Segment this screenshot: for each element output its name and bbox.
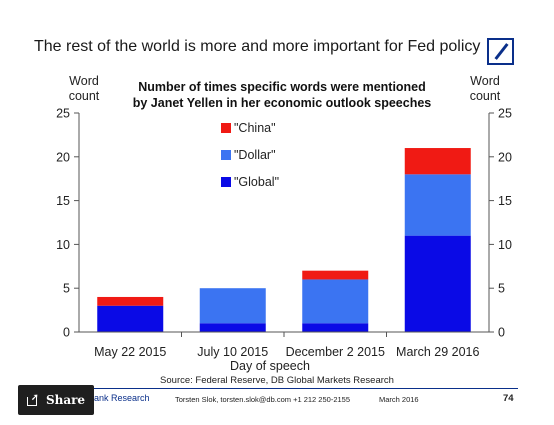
y-tick-label-right-15: 15: [498, 194, 512, 208]
deutsche-bank-logo-icon: [487, 38, 514, 65]
y-tick-label-left-5: 5: [63, 282, 70, 296]
footer-department: Bank Research: [88, 393, 150, 403]
chart-title-line-2: by Janet Yellen in her economic outlook …: [132, 96, 432, 110]
x-tick-label-1: May 22 2015: [94, 345, 166, 359]
bar-china-3: [302, 270, 369, 280]
legend-swatch-dollar: [221, 150, 231, 160]
y-tick-label-left-10: 10: [56, 238, 70, 252]
y-tick-label-right-25: 25: [498, 107, 512, 121]
legend-swatch-global: [221, 177, 231, 187]
bar-global-1: [97, 305, 164, 332]
legend-label-global: "Global": [234, 175, 280, 189]
bar-global-2: [199, 323, 266, 332]
bar-global-3: [302, 323, 369, 332]
chart-title: Number of times specific words were ment…: [112, 79, 452, 111]
x-tick-label-3: December 2 2015: [286, 345, 385, 359]
y-tick-label-left-20: 20: [56, 150, 70, 164]
y-axis-label-left-line-2: count: [68, 89, 100, 103]
bar-china-1: [97, 296, 164, 306]
x-axis-label: Day of speech: [230, 359, 310, 373]
legend-item-global: "Global": [221, 175, 279, 189]
slide-title: The rest of the world is more and more i…: [34, 38, 481, 55]
y-tick-label-left-25: 25: [56, 107, 70, 121]
y-tick-label-left-15: 15: [56, 194, 70, 208]
footer-divider: [72, 388, 518, 389]
legend-label-china: "China": [234, 121, 276, 135]
legend-swatch-china: [221, 123, 231, 133]
y-tick-label-left-0: 0: [63, 326, 70, 340]
share-icon: ➚: [26, 393, 40, 406]
chart-title-line-1: Number of times specific words were ment…: [138, 80, 426, 94]
y-tick-label-right-0: 0: [498, 326, 505, 340]
x-tick-label-4: March 29 2016: [396, 345, 479, 359]
legend-label-dollar: "Dollar": [234, 148, 276, 162]
y-tick-label-right-10: 10: [498, 238, 512, 252]
y-axis-label-left-line-1: Word: [69, 74, 99, 88]
bar-dollar-4: [404, 174, 471, 236]
x-tick-label-2: July 10 2015: [197, 345, 268, 359]
share-button-label: Share: [45, 393, 86, 407]
y-axis-label-left: Word count: [62, 74, 106, 104]
bar-global-4: [404, 235, 471, 332]
y-tick-label-right-5: 5: [498, 282, 505, 296]
source-note: Source: Federal Reserve, DB Global Marke…: [160, 375, 394, 386]
bar-dollar-3: [302, 279, 369, 324]
legend-item-dollar: "Dollar": [221, 148, 276, 162]
y-axis-label-right-line-2: count: [469, 89, 501, 103]
bar-dollar-2: [199, 288, 266, 324]
y-tick-label-right-20: 20: [498, 150, 512, 164]
footer-author: Torsten Slok, torsten.slok@db.com +1 212…: [175, 395, 351, 404]
share-button[interactable]: ➚ Share: [18, 385, 94, 415]
bar-china-4: [404, 148, 471, 175]
footer-date: March 2016: [379, 395, 419, 404]
legend-item-china: "China": [221, 121, 276, 135]
page-number: 74: [503, 393, 514, 404]
y-axis-label-right-line-1: Word: [470, 74, 500, 88]
y-axis-label-right: Word count: [462, 74, 508, 104]
